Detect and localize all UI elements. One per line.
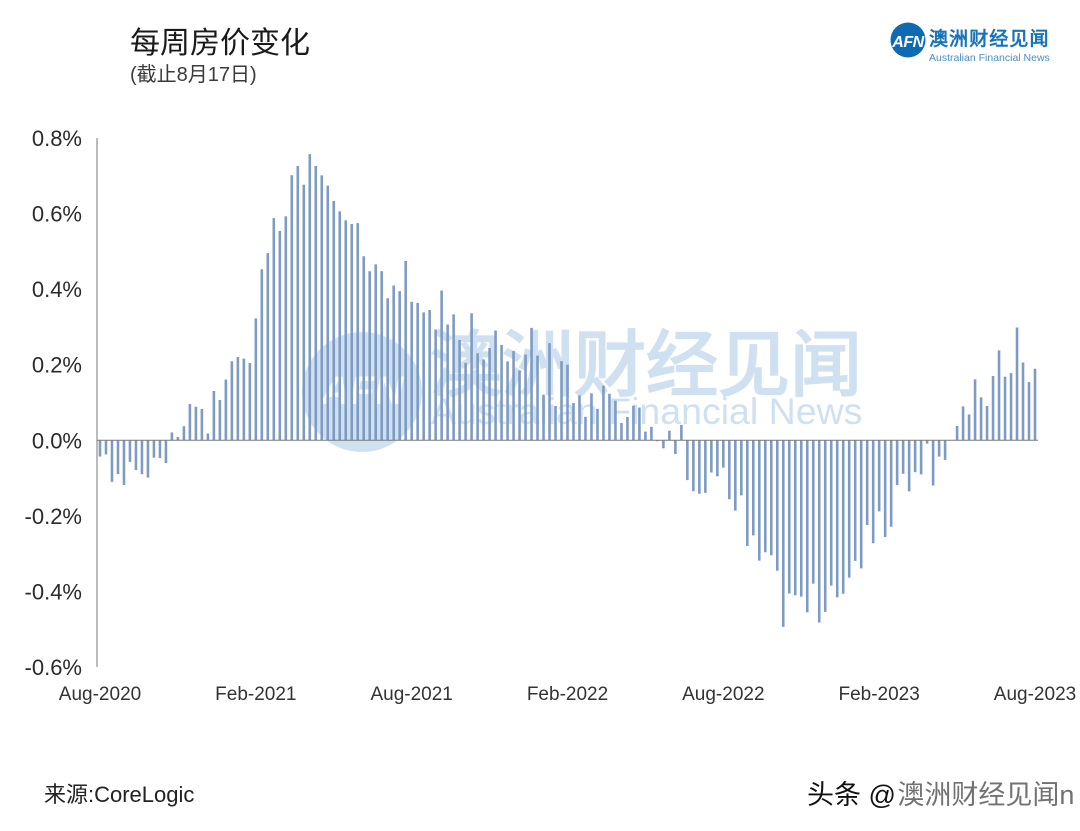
svg-text:Australian Financial News: Australian Financial News	[929, 52, 1050, 64]
svg-text:AFN: AFN	[891, 34, 924, 51]
svg-text:澳洲财经见闻: 澳洲财经见闻	[929, 27, 1050, 50]
